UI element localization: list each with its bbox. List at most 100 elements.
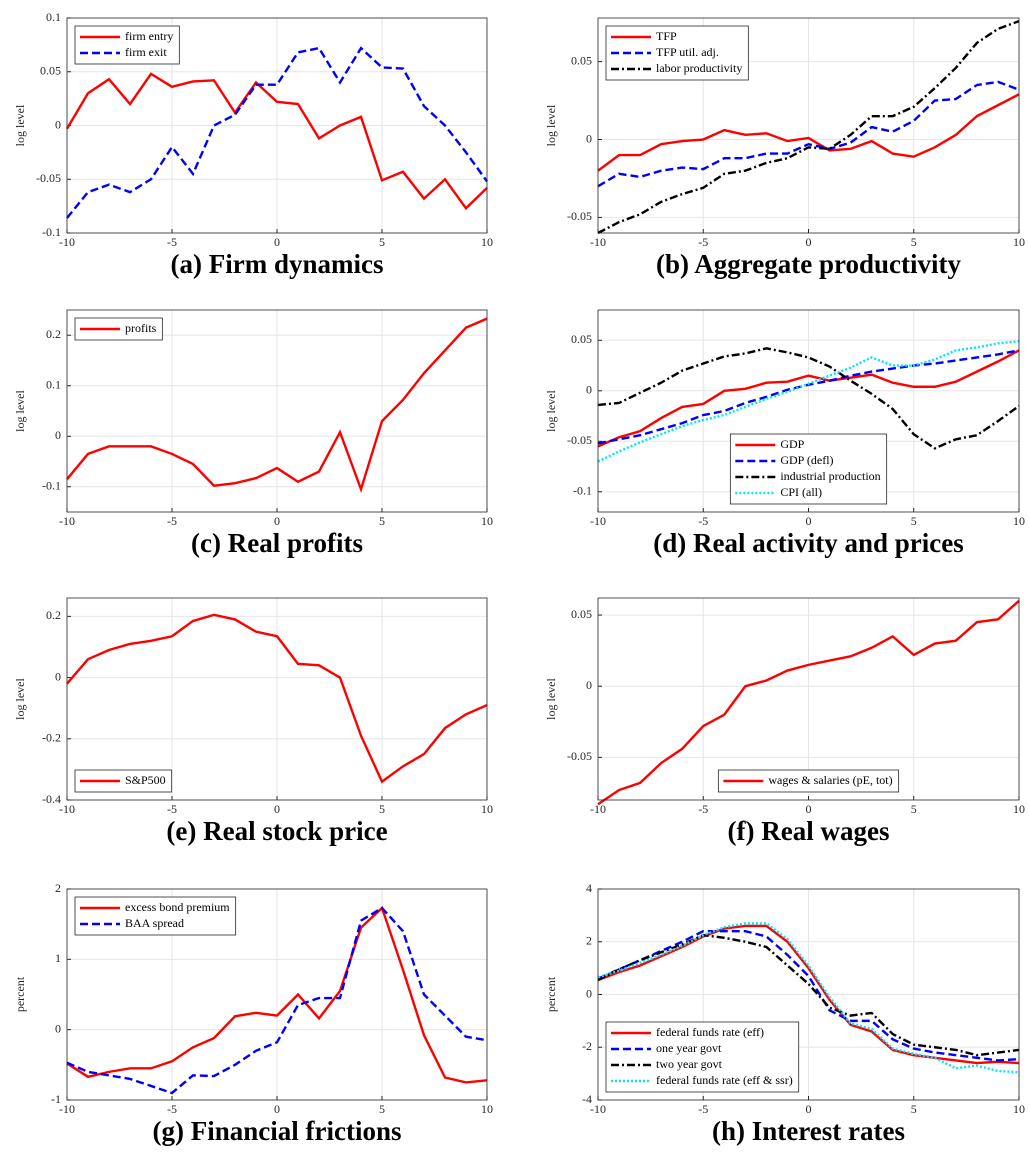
x-tick-label: 5 xyxy=(379,514,385,528)
legend-label: GDP (defl) xyxy=(780,453,833,467)
x-tick-label: -10 xyxy=(59,1102,75,1116)
x-tick-label: -10 xyxy=(590,802,606,816)
y-tick-label: 0 xyxy=(55,117,61,131)
y-tick-label: 0.05 xyxy=(571,607,592,621)
legend-label: firm entry xyxy=(125,29,173,43)
plot-frame xyxy=(66,17,488,234)
y-tick-label: 2 xyxy=(586,934,592,948)
x-tick-label: 0 xyxy=(806,514,812,528)
legend-box xyxy=(717,769,900,793)
x-tick-label: -5 xyxy=(167,514,177,528)
legend-label: federal funds rate (eff & ssr) xyxy=(656,1073,793,1087)
data-line xyxy=(597,349,1020,448)
y-tick-label: 0 xyxy=(55,1021,61,1035)
y-tick-label: -0.1 xyxy=(42,479,61,493)
x-tick-label: 0 xyxy=(806,802,812,816)
chart-title: (a) Firm dynamics xyxy=(171,249,384,279)
x-tick-label: 0 xyxy=(274,514,280,528)
x-tick-label: -5 xyxy=(698,514,708,528)
legend-label: federal funds rate (eff) xyxy=(656,1025,764,1039)
legend: profits xyxy=(74,317,163,341)
data-line xyxy=(66,317,488,494)
legend-label: industrial production xyxy=(780,469,880,483)
legend: S&P500 xyxy=(74,769,173,793)
data-line xyxy=(66,613,488,784)
legend: TFP TFP util. adj. labor productivity xyxy=(605,25,749,81)
y-tick-label: 0.05 xyxy=(571,53,592,67)
legend-label: S&P500 xyxy=(125,773,166,787)
data-line xyxy=(66,905,488,1084)
y-axis-label: log level xyxy=(13,104,27,146)
y-axis-label: log level xyxy=(13,678,27,720)
plot-frame xyxy=(597,597,1020,801)
y-tick-label: 0.2 xyxy=(46,608,61,622)
x-tick-label: -5 xyxy=(698,1102,708,1116)
y-tick-label: -0.2 xyxy=(42,731,61,745)
x-tick-label: 10 xyxy=(1013,235,1025,249)
legend-label: CPI (all) xyxy=(780,485,822,499)
x-tick-label: 10 xyxy=(1013,802,1025,816)
y-tick-label: 0.2 xyxy=(46,327,61,341)
x-tick-label: -5 xyxy=(698,802,708,816)
x-tick-label: -5 xyxy=(167,1102,177,1116)
y-tick-label: 0 xyxy=(55,669,61,683)
legend: federal funds rate (eff) one year govt two… xyxy=(605,1021,800,1093)
legend-label: two year govt xyxy=(656,1057,723,1071)
plot-frame xyxy=(66,309,488,513)
legend-label: GDP xyxy=(780,437,804,451)
legend-label: labor productivity xyxy=(656,61,742,75)
legend-box xyxy=(74,896,237,936)
legend: excess bond premium BAA spread xyxy=(74,896,237,936)
x-tick-label: 10 xyxy=(481,1102,493,1116)
x-tick-label: 0 xyxy=(274,235,280,249)
y-axis-label: log level xyxy=(13,390,27,432)
data-line xyxy=(597,347,1020,450)
y-tick-label: 0.05 xyxy=(571,332,592,346)
plot-frame xyxy=(66,597,488,801)
plot-frame xyxy=(66,888,488,1101)
y-tick-label: 0 xyxy=(586,383,592,397)
data-line xyxy=(597,930,1020,1062)
chart-title: (g) Financial frictions xyxy=(153,1116,402,1146)
data-line xyxy=(66,906,488,1095)
y-tick-label: 1 xyxy=(55,951,61,965)
y-tick-label: 0 xyxy=(586,131,592,145)
chart-title: (h) Interest rates xyxy=(712,1116,905,1146)
x-tick-label: 10 xyxy=(1013,1102,1025,1116)
data-line xyxy=(65,72,488,211)
x-tick-label: -10 xyxy=(59,514,75,528)
legend-label: one year govt xyxy=(656,1041,722,1055)
y-tick-label: -2 xyxy=(582,1039,592,1053)
legend-label: BAA spread xyxy=(125,916,184,930)
y-tick-label: 0 xyxy=(55,428,61,442)
legend-label: wages & salaries (pE, tot) xyxy=(768,773,892,787)
x-tick-label: -10 xyxy=(590,514,606,528)
data-line xyxy=(597,93,1020,172)
data-line xyxy=(597,80,1020,188)
y-tick-label: 2 xyxy=(55,881,61,895)
legend-label: TFP util. adj. xyxy=(656,45,719,59)
x-tick-label: 0 xyxy=(274,802,280,816)
x-tick-label: 5 xyxy=(379,235,385,249)
x-tick-label: 10 xyxy=(481,514,493,528)
plot-frame xyxy=(597,888,1020,1101)
x-tick-label: 0 xyxy=(274,1102,280,1116)
x-tick-label: -10 xyxy=(590,1102,606,1116)
x-tick-label: 5 xyxy=(379,802,385,816)
legend-label: firm exit xyxy=(125,45,167,59)
data-line xyxy=(597,933,1020,1057)
legend-box xyxy=(74,25,180,65)
x-tick-label: -10 xyxy=(59,802,75,816)
legend-box xyxy=(74,769,173,793)
x-tick-label: -5 xyxy=(167,802,177,816)
chart-title: (c) Real profits xyxy=(191,528,363,558)
legend: firm entry firm exit xyxy=(74,25,180,65)
x-tick-label: 10 xyxy=(1013,514,1025,528)
y-axis-label: percent xyxy=(13,976,27,1012)
y-tick-label: 4 xyxy=(586,881,592,895)
y-tick-label: -0.1 xyxy=(42,225,61,239)
x-tick-label: 5 xyxy=(911,514,917,528)
x-tick-label: 0 xyxy=(806,1102,812,1116)
x-tick-label: -5 xyxy=(167,235,177,249)
data-line xyxy=(597,924,1020,1065)
